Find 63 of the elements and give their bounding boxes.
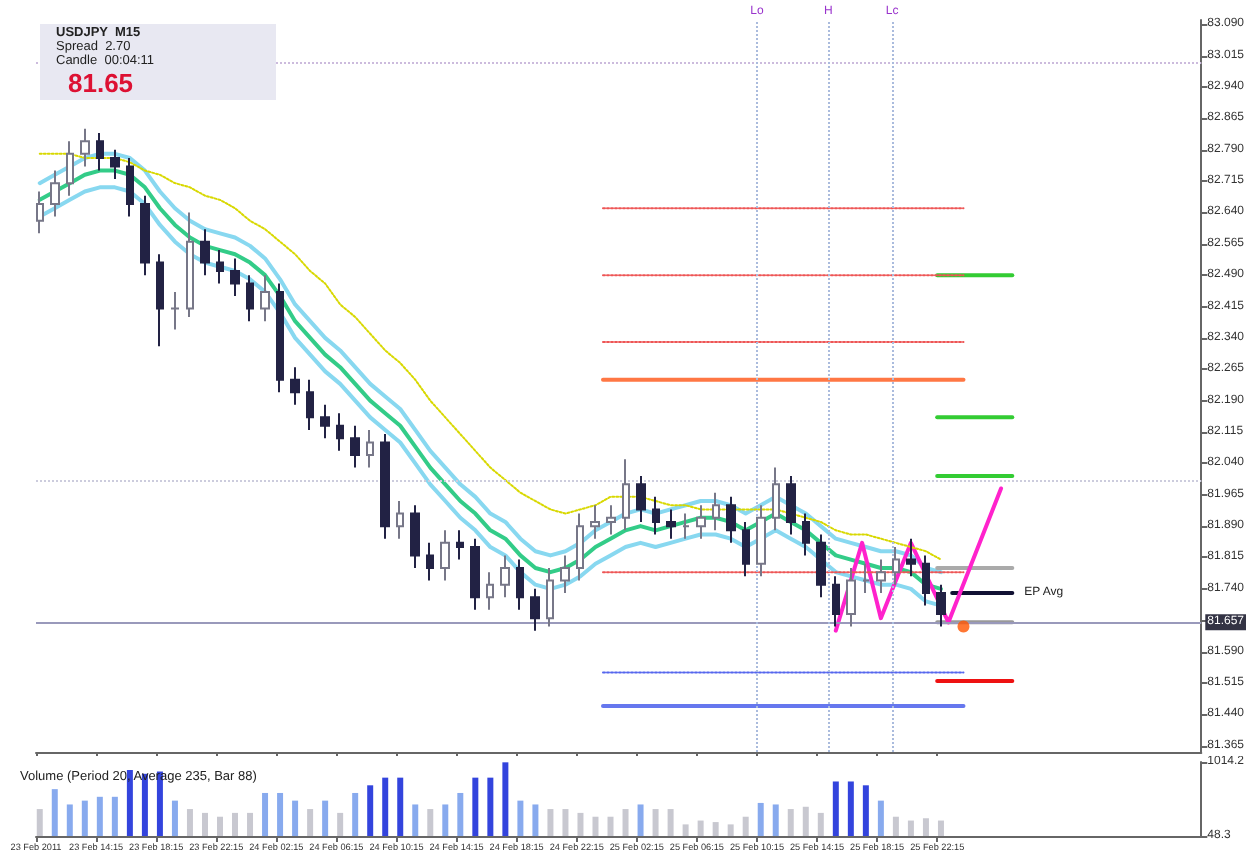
candlestick [380,433,390,540]
candlestick [80,127,90,168]
candlestick [622,458,630,532]
candlestick [530,587,540,632]
candlestick [652,495,660,536]
candlestick [922,554,930,607]
candlestick [230,257,240,298]
candlestick [410,504,420,569]
candlestick [682,512,690,540]
candlestick [876,558,886,595]
candlestick [636,474,646,523]
candlestick [546,566,554,628]
candlestick [320,403,330,440]
candlestick [742,520,750,578]
candlestick [440,529,450,582]
candlestick [186,211,194,318]
candlestick [156,253,164,348]
candlestick [726,495,736,544]
candlestick [712,491,720,532]
candlestick [486,571,494,611]
candlestick [290,366,300,406]
candlestick [336,412,344,452]
candlestick [756,504,766,578]
candlestick [862,562,870,595]
candlestick [66,140,74,197]
candlestick [50,169,60,218]
candlestick [200,228,210,277]
candlestick [786,474,796,536]
candlestick [516,558,524,611]
candlestick [470,537,480,611]
candlestick [110,148,120,180]
candlestick [606,504,616,536]
candlestick [276,282,284,394]
candlestick [906,537,916,578]
candlestick [36,190,44,235]
candlestick [772,466,780,532]
candlestick [170,290,180,331]
candlestick [366,428,374,469]
candlestick [666,508,676,540]
candlestick [560,554,570,595]
candlestick [590,504,600,540]
candlestick [306,378,314,431]
candlestick [126,157,134,218]
candlestick [350,424,360,469]
candlestick [260,274,270,323]
candlestick [696,504,706,540]
annotation: 81.65 [66,68,136,98]
candlestick [816,533,826,599]
candlestick [216,249,224,285]
candlestick [846,566,856,628]
candlestick [396,500,404,540]
candlestick [832,575,840,628]
candlestick [936,583,946,628]
candlestick [96,131,104,172]
candlestick [456,529,464,561]
candlestick [500,554,510,599]
candlestick [140,194,150,277]
line-series [833,486,1004,633]
candlestick [426,541,434,582]
candlestick [576,512,584,582]
candlestick [802,512,810,557]
candlestick [892,546,900,586]
candlestick [246,274,254,323]
